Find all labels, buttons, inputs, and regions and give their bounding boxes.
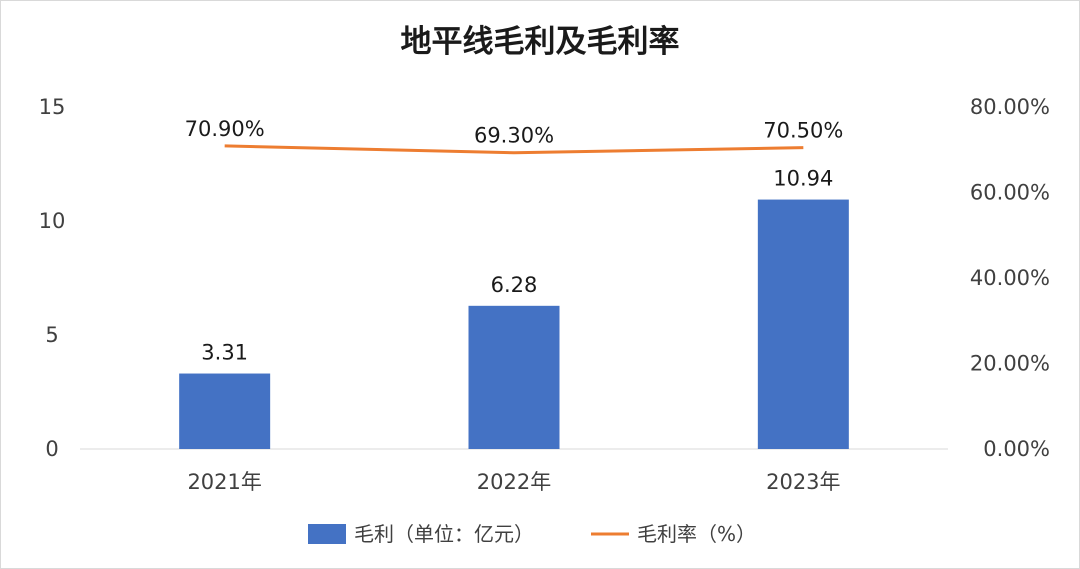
legend-line-label: 毛利率（%）	[637, 522, 756, 546]
bar-data-label: 10.94	[773, 167, 833, 191]
bar	[468, 305, 560, 449]
line-data-label: 69.30%	[474, 124, 554, 148]
chart-title: 地平线毛利及毛利率	[401, 24, 680, 60]
left-axis-tick-label: 15	[39, 95, 66, 119]
right-axis-tick-label: 20.00%	[970, 352, 1050, 376]
left-axis-tick-label: 5	[45, 323, 58, 347]
right-axis-tick-label: 60.00%	[970, 181, 1050, 205]
legend-bar-label: 毛利（单位：亿元）	[354, 522, 534, 546]
left-axis-tick-label: 0	[45, 437, 58, 461]
left-axis-tick-label: 10	[39, 209, 66, 233]
line-data-label: 70.90%	[185, 117, 265, 141]
legend-bar-swatch	[308, 524, 346, 544]
bar-data-label: 6.28	[491, 273, 538, 297]
category-label: 2023年	[766, 470, 840, 494]
right-axis-tick-label: 80.00%	[970, 95, 1050, 119]
bar	[757, 199, 849, 449]
margin-line	[224, 144, 804, 155]
bar-data-label: 3.31	[201, 341, 248, 365]
right-axis-tick-label: 0.00%	[983, 437, 1050, 461]
bar	[179, 373, 271, 449]
line-data-label: 70.50%	[763, 119, 843, 143]
category-label: 2022年	[477, 470, 551, 494]
category-label: 2021年	[187, 470, 261, 494]
right-axis-tick-label: 40.00%	[970, 266, 1050, 290]
